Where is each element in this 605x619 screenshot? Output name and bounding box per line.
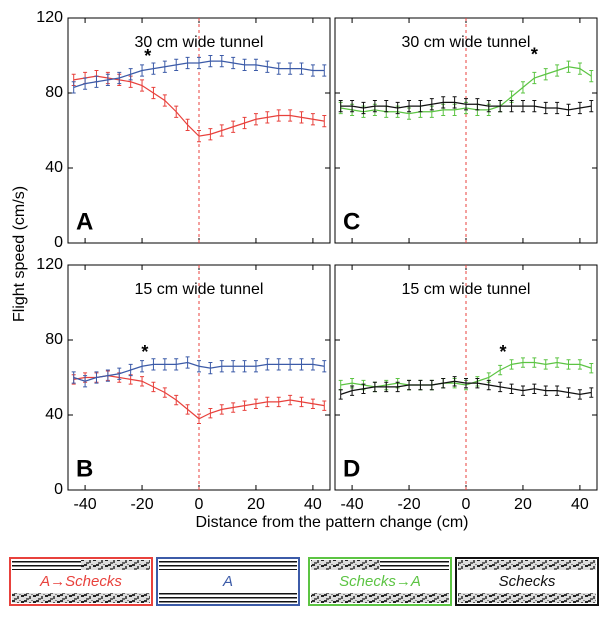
plot-frame bbox=[67, 264, 331, 491]
legend-pattern bbox=[458, 593, 596, 603]
y-tick-label: 80 bbox=[45, 331, 63, 348]
significance-marker: * bbox=[500, 342, 507, 362]
series-line bbox=[340, 380, 592, 395]
x-tick-label: 20 bbox=[247, 496, 265, 513]
legend-pattern bbox=[458, 560, 596, 570]
significance-marker: * bbox=[144, 46, 151, 66]
plot-frame bbox=[334, 17, 598, 244]
legend-label: A bbox=[222, 573, 233, 590]
panel-letter: C bbox=[343, 208, 360, 235]
y-axis-label: Flight speed (cm/s) bbox=[11, 186, 28, 322]
y-tick-label: 40 bbox=[45, 406, 63, 423]
series-line bbox=[340, 101, 592, 111]
legend-pattern bbox=[12, 593, 150, 603]
panel-letter: B bbox=[76, 455, 93, 482]
legend-pattern bbox=[311, 593, 449, 603]
y-tick-label: 40 bbox=[45, 159, 63, 176]
legend-pattern bbox=[159, 560, 297, 570]
legend-pattern bbox=[159, 593, 297, 603]
x-tick-label: -40 bbox=[74, 496, 97, 513]
panel-title: 30 cm wide tunnel bbox=[135, 34, 264, 51]
x-tick-label: -20 bbox=[397, 496, 420, 513]
y-tick-label: 120 bbox=[36, 9, 63, 26]
legend-pattern bbox=[12, 560, 81, 570]
legend-pattern bbox=[311, 560, 380, 570]
panel-title: 15 cm wide tunnel bbox=[135, 281, 264, 298]
x-axis-label: Distance from the pattern change (cm) bbox=[195, 514, 468, 531]
series-line bbox=[73, 375, 325, 420]
y-tick-label: 80 bbox=[45, 84, 63, 101]
x-tick-label: 0 bbox=[462, 496, 471, 513]
x-tick-label: -20 bbox=[130, 496, 153, 513]
legend-item: Schecks→A bbox=[308, 557, 452, 606]
legend-item: Schecks bbox=[455, 557, 599, 606]
significance-marker: * bbox=[141, 342, 148, 362]
series-line bbox=[73, 75, 325, 137]
legend-pattern bbox=[81, 560, 150, 570]
legend-pattern bbox=[380, 560, 449, 570]
x-tick-label: 40 bbox=[571, 496, 589, 513]
series-line bbox=[73, 60, 325, 88]
y-tick-label: 120 bbox=[36, 256, 63, 273]
x-tick-label: 0 bbox=[195, 496, 204, 513]
panel-title: 15 cm wide tunnel bbox=[402, 281, 531, 298]
panel-letter: D bbox=[343, 455, 360, 482]
legend-item: A→Schecks bbox=[9, 557, 153, 606]
x-tick-label: 40 bbox=[304, 496, 322, 513]
legend-label: Schecks bbox=[499, 573, 556, 590]
panel-letter: A bbox=[76, 208, 93, 235]
significance-marker: * bbox=[531, 44, 538, 64]
y-tick-label: 0 bbox=[54, 481, 63, 498]
x-tick-label: 20 bbox=[514, 496, 532, 513]
legend-label: Schecks→A bbox=[339, 573, 421, 590]
x-tick-label: -40 bbox=[341, 496, 364, 513]
plot-frame bbox=[334, 264, 598, 491]
y-tick-label: 0 bbox=[54, 234, 63, 251]
legend-label: A→Schecks bbox=[39, 573, 122, 590]
series-line bbox=[73, 361, 325, 382]
legend-item: A bbox=[156, 557, 300, 606]
panel-title: 30 cm wide tunnel bbox=[402, 34, 531, 51]
